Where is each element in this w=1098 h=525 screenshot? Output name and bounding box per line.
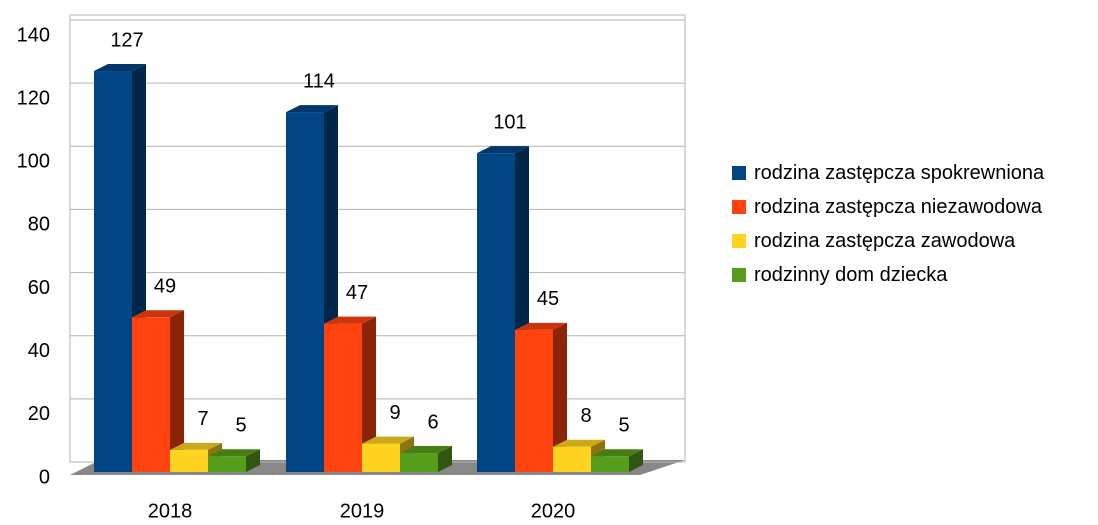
data-label: 8 (580, 405, 591, 427)
legend-item: rodzina zastępcza spokrewniona (732, 160, 1092, 186)
bar-top (94, 64, 146, 72)
y-tick-label: 40 (28, 340, 50, 362)
legend-label: rodzinny dom dziecka (754, 264, 948, 286)
legend-swatch (732, 234, 746, 248)
bar-top (170, 442, 222, 450)
y-tick-label: 100 (17, 151, 50, 173)
bar-top (400, 446, 452, 454)
legend-item: rodzina zastępcza niezawodowa (732, 194, 1092, 220)
data-label: 5 (618, 414, 629, 436)
bar-side (629, 449, 643, 472)
bar-side (553, 322, 567, 472)
data-label: 47 (346, 282, 368, 304)
y-tick-label: 0 (39, 466, 50, 488)
y-tick-label: 20 (28, 403, 50, 425)
data-label: 5 (235, 414, 246, 436)
y-tick-label: 80 (28, 214, 50, 236)
data-label: 114 (303, 70, 335, 92)
data-label: 45 (537, 288, 559, 310)
data-label: 6 (427, 411, 438, 433)
legend-item: rodzinny dom dziecka (732, 262, 1092, 288)
legend-label: rodzina zastępcza niezawodowa (754, 196, 1042, 218)
y-tick-label: 60 (28, 277, 50, 299)
bar-top (591, 449, 643, 457)
bar (94, 71, 132, 473)
data-label: 101 (493, 111, 526, 133)
x-tick-label: 2019 (340, 500, 385, 522)
legend-label: rodzina zastępcza zawodowa (754, 230, 1016, 252)
bar (591, 456, 629, 472)
bar (362, 443, 400, 472)
legend-item: rodzina zastępcza zawodowa (732, 228, 1092, 254)
y-tick-label: 120 (17, 87, 50, 109)
legend-swatch (732, 200, 746, 214)
bar-top (553, 439, 605, 447)
legend-swatch (732, 166, 746, 180)
bar-top (208, 449, 260, 457)
y-tick-label: 140 (17, 24, 50, 46)
bar-top (362, 436, 414, 444)
bar (324, 323, 362, 472)
data-label: 9 (389, 402, 400, 424)
bar-top (477, 146, 529, 154)
bar-top (515, 322, 567, 330)
legend-swatch (732, 268, 746, 282)
legend-label: rodzina zastępcza spokrewniona (754, 162, 1045, 184)
data-label: 49 (154, 276, 176, 298)
bar-side (170, 310, 184, 472)
x-tick-label: 2020 (531, 500, 576, 522)
bar-side (246, 449, 260, 472)
bar-top (286, 105, 338, 113)
legend: rodzina zastępcza spokrewniona rodzina za… (732, 160, 1092, 296)
bar (400, 453, 438, 472)
bar-top (324, 316, 376, 324)
bar (515, 329, 553, 472)
bar (553, 446, 591, 472)
bar (286, 112, 324, 472)
bar-side (362, 316, 376, 472)
bar (132, 317, 170, 472)
x-tick-label: 2018 (148, 500, 193, 522)
bar (208, 456, 246, 472)
bar-top (132, 310, 184, 318)
bar (477, 153, 515, 472)
data-label: 127 (110, 29, 143, 51)
bar-side (438, 446, 452, 472)
data-label: 7 (197, 408, 208, 430)
bar (170, 449, 208, 472)
